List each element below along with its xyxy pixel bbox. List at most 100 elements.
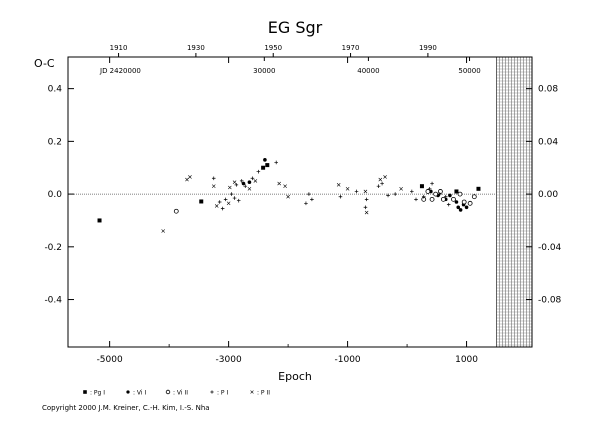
right-y-tick-label: -0.08	[538, 296, 562, 306]
star-point	[226, 201, 231, 206]
legend-label: : P I	[217, 390, 228, 397]
star-point	[283, 184, 287, 188]
filled-circle-point	[458, 208, 463, 212]
open-circle-point	[457, 191, 463, 197]
open-circle-point	[461, 199, 467, 205]
top-year-tick-label: 1990	[419, 44, 437, 52]
plus-point	[354, 189, 359, 194]
filled-square-point	[454, 189, 459, 194]
right-y-tick-label: 0.04	[538, 137, 558, 147]
open-circle-point	[440, 196, 446, 202]
star-point	[363, 189, 368, 194]
open-circle-point	[173, 208, 179, 214]
filled-square-point	[199, 199, 204, 204]
open-circle-point	[471, 194, 477, 200]
legend: : Pg I: Vi I: Vi II: P I: P II	[83, 390, 270, 397]
plus-point	[234, 183, 239, 187]
star-point	[185, 177, 189, 182]
star-point	[247, 187, 252, 191]
top-axis-jd-label: JD 2420000	[99, 67, 141, 75]
plus-point	[256, 169, 261, 174]
star-point	[232, 180, 237, 185]
plus-point	[414, 197, 418, 202]
plus-point	[304, 201, 308, 206]
y-tick-label: -0.2	[44, 243, 62, 253]
right-y-tick-label: 0.08	[538, 85, 558, 95]
filled-circle-point	[464, 205, 469, 210]
open-circle-point	[437, 189, 443, 194]
x-tick-label: -3000	[216, 355, 242, 365]
filled-square-point	[419, 184, 424, 189]
top-year-tick-label: 1930	[187, 44, 205, 52]
legend-label: : Vi I	[133, 390, 146, 397]
star-point	[227, 185, 232, 190]
filled-circle-point	[247, 180, 252, 185]
plus-point	[229, 192, 234, 196]
right-y-tick-label: 0.00	[538, 190, 558, 200]
plus-point	[380, 181, 384, 186]
star-point	[383, 175, 387, 179]
legend-symbol-filled-square	[83, 390, 87, 394]
star-point	[378, 177, 383, 182]
plus-point	[211, 176, 216, 181]
star-point	[277, 181, 281, 186]
copyright-text: Copyright 2000 J.M. Kreiner, C.-H. Kim, …	[42, 404, 210, 412]
filled-square-point	[97, 218, 102, 223]
plus-point	[437, 192, 442, 196]
filled-circle-point	[241, 181, 246, 186]
star-point	[188, 175, 192, 179]
star-point	[399, 187, 403, 191]
top-jd-tick-label: 40000	[357, 67, 379, 75]
star-point	[345, 187, 350, 191]
legend-symbol-open-circle	[165, 389, 171, 395]
plus-point	[386, 193, 390, 198]
x-tick-label: -1000	[335, 355, 361, 365]
legend-symbol-filled-circle	[126, 390, 130, 394]
star-point	[161, 229, 165, 233]
plus-point	[443, 194, 448, 199]
legend-symbol-star	[250, 390, 254, 394]
plus-point	[410, 189, 414, 194]
plus-point	[310, 197, 314, 202]
filled-square-point	[265, 163, 270, 168]
top-jd-tick-label: 50000	[458, 67, 480, 75]
plus-point	[427, 187, 432, 191]
y-axis-label: O-C	[34, 57, 55, 70]
filled-circle-point	[263, 158, 267, 162]
plus-point	[217, 200, 222, 204]
star-point	[364, 210, 369, 215]
plus-point	[363, 205, 368, 210]
plus-point	[220, 206, 225, 211]
plus-point	[430, 181, 434, 186]
x-axis-label: Epoch	[278, 370, 312, 383]
filled-circle-point	[454, 200, 459, 204]
star-point	[214, 204, 219, 208]
open-circle-point	[467, 200, 473, 206]
filled-square-point	[476, 186, 481, 191]
legend-label: : Pg I	[90, 390, 105, 397]
plus-point	[223, 197, 228, 202]
filled-square-point	[261, 165, 266, 170]
plus-point	[338, 194, 343, 199]
x-tick-label: 1000	[455, 355, 478, 365]
star-point	[211, 184, 216, 188]
top-year-tick-label: 1910	[110, 44, 128, 52]
legend-symbol-plus	[210, 390, 214, 394]
x-tick-label: -5000	[97, 355, 123, 365]
plus-point	[364, 197, 369, 202]
chart-title: EG Sgr	[268, 18, 323, 37]
filled-circle-point	[456, 205, 461, 210]
plus-point	[446, 202, 451, 207]
plot-frame	[67, 56, 533, 348]
top-year-tick-label: 1970	[342, 44, 360, 52]
open-circle-point	[429, 196, 435, 202]
plus-point	[393, 192, 397, 196]
star-point	[286, 194, 290, 199]
right-y-tick-label: -0.04	[538, 243, 562, 253]
plus-point	[274, 160, 279, 165]
plus-point	[307, 192, 311, 196]
y-tick-label: 0.4	[48, 85, 63, 95]
legend-label: : P II	[257, 390, 270, 397]
plus-point	[250, 176, 255, 181]
